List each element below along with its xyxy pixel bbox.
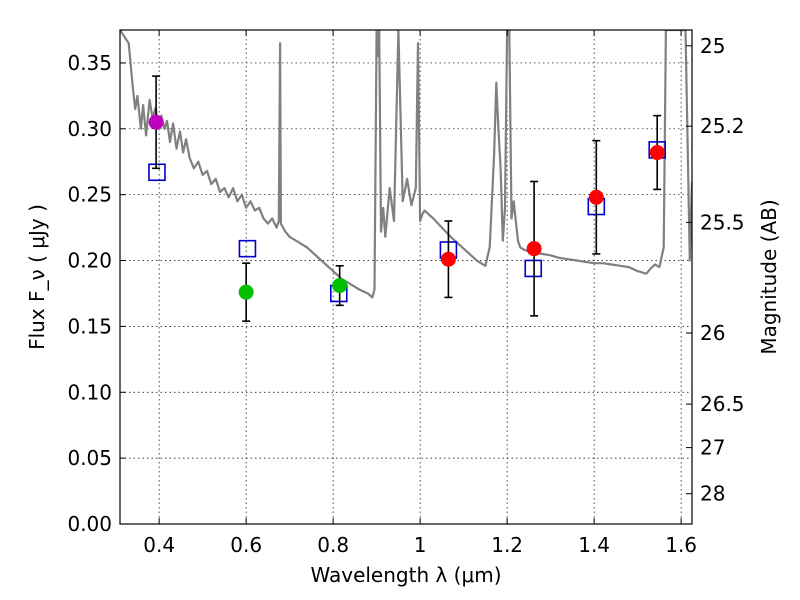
markers	[148, 75, 667, 322]
y-tick-label: 0.10	[67, 380, 112, 404]
model-spectrum-line	[120, 30, 692, 299]
x-tick-label: 1.2	[491, 533, 523, 557]
observed-point	[588, 189, 604, 205]
y-tick-label: 0.35	[67, 51, 112, 75]
x-tick-label: 1.6	[665, 533, 697, 557]
model-photometry-point	[148, 163, 166, 182]
observed-point	[332, 278, 348, 294]
x-tick-label: 0.8	[317, 533, 349, 557]
observed-point	[649, 145, 665, 161]
y-tick-label: 0.20	[67, 249, 112, 273]
y-tick-label: 0.25	[67, 183, 112, 207]
y2-tick-label: 26	[700, 321, 725, 345]
x-tick-label: 1	[414, 533, 427, 557]
y2-tick-label: 25.5	[700, 210, 745, 234]
y2-tick-label: 27	[700, 436, 725, 460]
x-tick-label: 1.4	[578, 533, 610, 557]
observed-point	[148, 114, 164, 130]
model-photometry-point	[524, 259, 543, 278]
plot-area	[120, 30, 692, 299]
x-tick-label: 0.6	[230, 533, 262, 557]
y2-tick-label: 26.5	[700, 392, 745, 416]
y-tick-label: 0.05	[67, 446, 112, 470]
y-tick-label: 0.15	[67, 314, 112, 338]
x-tick-label: 0.4	[143, 533, 175, 557]
y-tick-label: 0.00	[67, 512, 112, 536]
observed-point	[526, 241, 542, 257]
observed-point	[440, 251, 456, 267]
y2-tick-label: 25.2	[700, 114, 745, 138]
x-axis-label: Wavelength λ (μm)	[310, 563, 501, 587]
y-axis-label: Flux F_ν ( μJy )	[25, 204, 49, 350]
model-photometry-point	[238, 239, 257, 258]
y2-axis-label: Magnitude (AB)	[757, 199, 781, 354]
y-tick-label: 0.30	[67, 117, 112, 141]
ticks: 0.4 0.6 0.8 1 1.2 1.4 1.6 0.00 0.05 0.10 0.15 0.20 0…	[67, 30, 745, 557]
y2-tick-label: 25	[700, 34, 725, 58]
y2-tick-label: 28	[700, 482, 725, 506]
observed-point	[238, 284, 254, 300]
plot-frame	[119, 29, 693, 525]
